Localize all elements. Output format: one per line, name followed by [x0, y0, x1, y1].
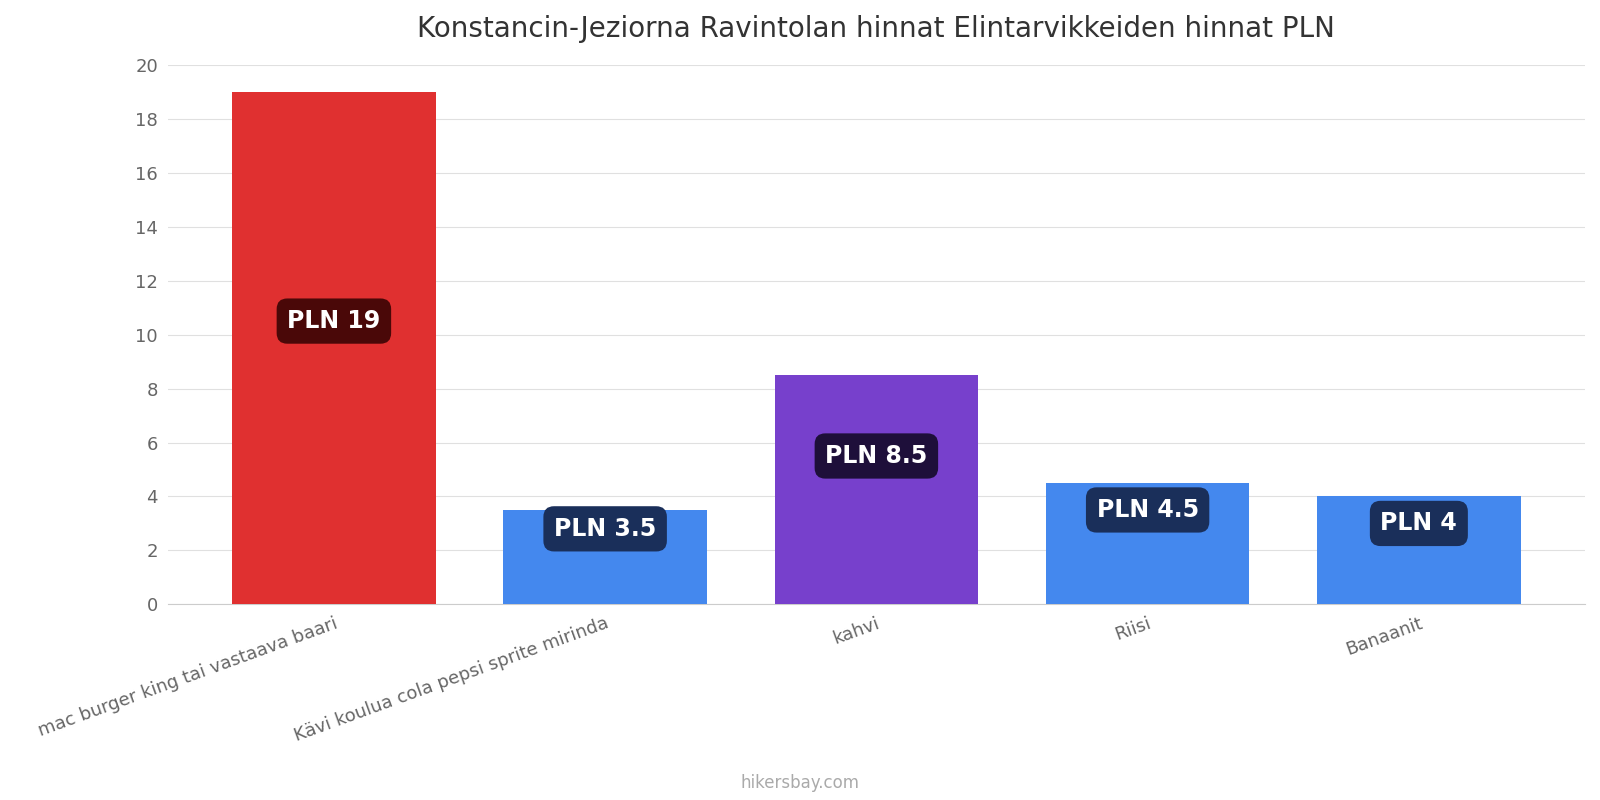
Bar — [1046, 483, 1250, 604]
Title: Konstancin-Jeziorna Ravintolan hinnat Elintarvikkeiden hinnat PLN: Konstancin-Jeziorna Ravintolan hinnat El… — [418, 15, 1336, 43]
Bar — [774, 375, 978, 604]
Text: PLN 8.5: PLN 8.5 — [826, 444, 928, 468]
Text: PLN 4: PLN 4 — [1381, 511, 1458, 535]
Bar — [504, 510, 707, 604]
Text: PLN 4.5: PLN 4.5 — [1096, 498, 1198, 522]
Text: hikersbay.com: hikersbay.com — [741, 774, 859, 792]
Bar — [232, 92, 435, 604]
Text: PLN 19: PLN 19 — [288, 309, 381, 333]
Text: PLN 3.5: PLN 3.5 — [554, 517, 656, 541]
Bar — [1317, 497, 1520, 604]
